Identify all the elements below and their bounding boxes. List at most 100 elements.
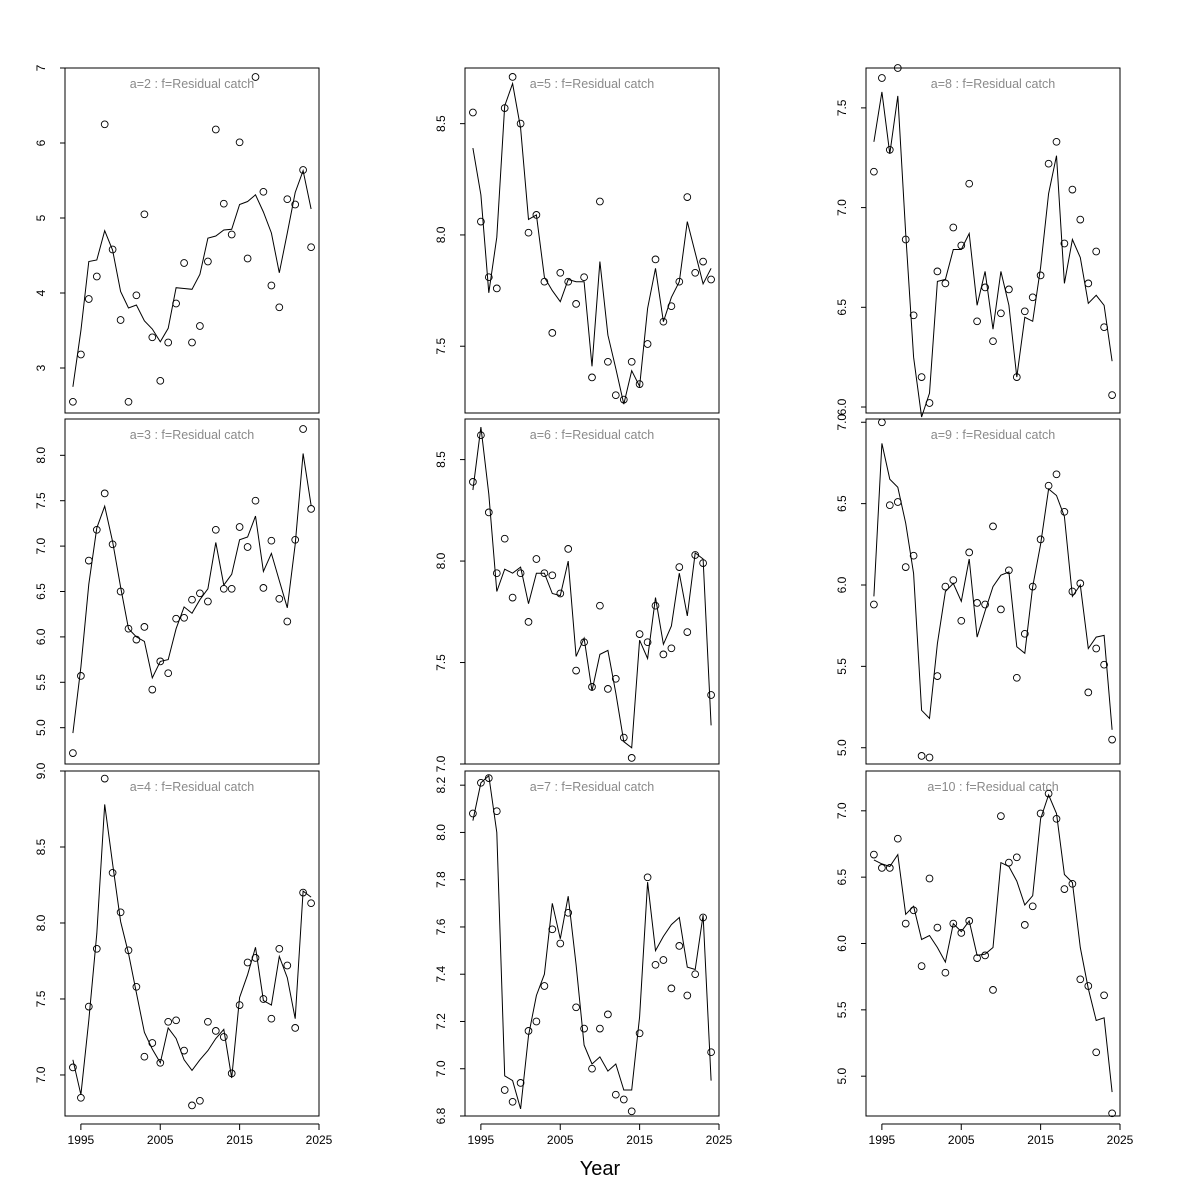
y-tick-label: 5.5 <box>835 1001 849 1018</box>
y-tick-label: 7.5 <box>434 654 448 671</box>
panel-frame <box>64 418 320 765</box>
observed-point <box>619 395 628 404</box>
fitted-line <box>72 804 312 1095</box>
observed-point <box>243 254 252 263</box>
observed-point <box>596 1024 604 1033</box>
observed-point <box>997 812 1005 820</box>
observed-point <box>1020 307 1029 316</box>
panel-title: a=7 : f=Residual catch <box>530 780 654 794</box>
x-tick-label: 2015 <box>1027 1133 1054 1147</box>
observed-point <box>140 623 149 631</box>
observed-point <box>204 597 212 606</box>
observed-point <box>1028 902 1037 911</box>
y-tick-label: 5.0 <box>835 739 849 756</box>
y-tick-label: 6.0 <box>835 935 849 952</box>
observed-point <box>259 995 268 1003</box>
panel-title: a=2 : f=Residual catch <box>130 77 254 91</box>
y-tick-label: 8.0 <box>34 914 48 931</box>
observed-point <box>917 752 926 760</box>
observed-point <box>604 357 612 366</box>
observed-point <box>188 338 196 347</box>
observed-point <box>548 571 557 580</box>
observed-point <box>580 1024 588 1033</box>
observed-point <box>1092 1048 1101 1057</box>
panel-frame <box>64 67 320 414</box>
y-tick-label: 6.0 <box>34 628 48 645</box>
observed-point <box>108 868 117 877</box>
observed-point <box>227 1069 236 1078</box>
observed-point <box>933 267 942 276</box>
observed-point <box>124 946 133 955</box>
x-tick-label: 1995 <box>468 1133 495 1147</box>
observed-point <box>251 496 260 505</box>
observed-point <box>949 223 958 232</box>
observed-point <box>275 944 284 953</box>
observed-point <box>933 672 942 680</box>
observed-point <box>635 630 644 638</box>
observed-point <box>132 291 141 300</box>
fitted-line <box>472 427 712 749</box>
observed-point <box>925 753 934 762</box>
observed-point <box>299 166 307 174</box>
observed-point <box>477 778 485 787</box>
observed-point <box>643 873 652 882</box>
observed-point <box>885 864 894 872</box>
panel-title: a=4 : f=Residual catch <box>130 780 254 794</box>
y-tick-label: 6.5 <box>835 868 849 885</box>
panel-title: a=10 : f=Residual catch <box>927 780 1058 794</box>
observed-point <box>611 1090 620 1099</box>
y-tick-label: 7.5 <box>34 492 48 509</box>
observed-point <box>683 991 692 1000</box>
y-tick-label: 8.2 <box>434 777 448 794</box>
observed-point <box>524 228 533 237</box>
observed-point <box>699 257 707 266</box>
y-tick-label: 6.0 <box>835 398 849 415</box>
observed-point <box>259 584 268 592</box>
y-tick-label: 5.5 <box>34 674 48 691</box>
observed-point <box>267 536 276 545</box>
observed-point <box>572 1003 580 1012</box>
observed-point <box>1028 582 1037 591</box>
observed-point <box>540 569 549 578</box>
y-tick-label: 5 <box>34 214 48 221</box>
observed-point <box>675 563 684 571</box>
observed-point <box>108 245 117 254</box>
observed-point <box>77 350 85 359</box>
observed-point <box>627 1107 636 1116</box>
y-tick-label: 6.0 <box>835 576 849 593</box>
observed-point <box>484 273 493 282</box>
fitted-line <box>873 793 1113 1093</box>
observed-point <box>949 576 958 584</box>
observed-point <box>132 982 141 991</box>
observed-point <box>156 376 165 385</box>
panel-2: a=5 : f=Residual catch 7.5 8.0 8.5 <box>434 67 720 414</box>
y-tick-label: 7.0 <box>434 755 448 772</box>
y-tick-label: 6.5 <box>835 495 849 512</box>
observed-point <box>477 431 485 440</box>
observed-point <box>893 834 902 843</box>
observed-point <box>532 211 541 219</box>
observed-point <box>691 551 700 559</box>
observed-point <box>235 138 244 147</box>
observed-point <box>1005 566 1013 575</box>
observed-point <box>275 594 284 603</box>
panel-8: a=7 : f=Residual catch 6.8 7.0 7.2 7.4 7.6 7.8… <box>434 770 733 1147</box>
y-tick-label: 7.5 <box>835 99 849 116</box>
observed-point <box>219 584 228 593</box>
observed-point <box>949 919 958 928</box>
observed-point <box>885 145 894 154</box>
observed-point <box>124 624 133 633</box>
observed-point <box>1100 323 1108 332</box>
observed-point <box>973 317 981 326</box>
observed-point <box>307 899 315 908</box>
x-tick-label: 1995 <box>869 1133 896 1147</box>
observed-point <box>508 1097 517 1106</box>
y-tick-label: 3 <box>34 364 48 371</box>
observed-point <box>211 525 220 534</box>
observed-point <box>156 1058 165 1067</box>
observed-point <box>707 1048 715 1057</box>
observed-point <box>611 674 620 683</box>
observed-point <box>1076 579 1085 588</box>
fitted-line <box>72 168 312 387</box>
observed-point <box>893 498 902 506</box>
